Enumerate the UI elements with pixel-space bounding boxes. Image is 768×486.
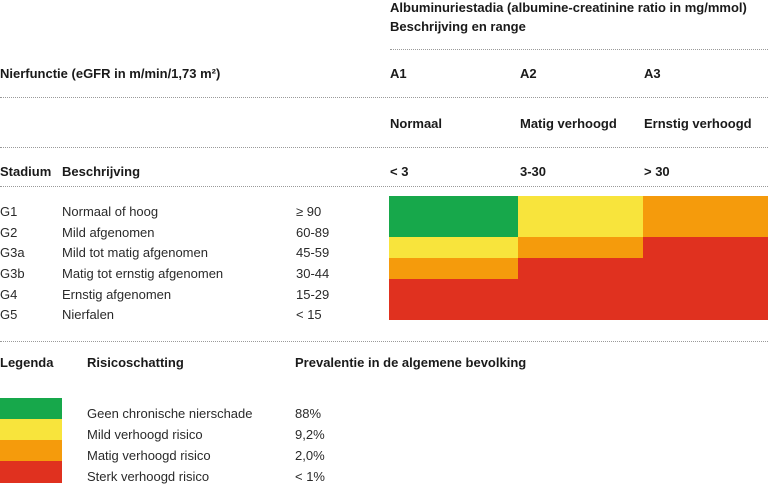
- legend-header: Risicoschatting: [87, 355, 184, 370]
- risk-cell: [518, 299, 643, 321]
- legend-label: Mild verhoogd risico: [87, 427, 203, 442]
- stage-description: Mild afgenomen: [62, 224, 155, 240]
- risk-cell: [518, 216, 643, 238]
- divider: [0, 147, 768, 148]
- stage-range: > 30: [644, 164, 670, 179]
- legend-title: Legenda: [0, 355, 54, 370]
- legend-prevalence: < 1%: [295, 469, 325, 484]
- egfr-range: < 15: [296, 307, 322, 323]
- stage-label: Normaal: [390, 116, 443, 131]
- egfr-range: ≥ 90: [296, 204, 322, 219]
- risk-cell: [643, 237, 768, 259]
- risk-cell: [643, 258, 768, 280]
- stage-range: 3-30: [520, 164, 547, 179]
- legend-swatch: [0, 419, 62, 441]
- legend-label: Sterk verhoogd risico: [87, 469, 210, 484]
- legend-header: Prevalentie in de algemene bevolking: [295, 355, 527, 370]
- stage-description: Ernstig afgenomen: [62, 286, 172, 302]
- stage-label: Matig verhoogd: [520, 116, 617, 131]
- risk-cell: [389, 258, 518, 280]
- risk-cell: [389, 216, 518, 238]
- stage-description: Nierfalen: [62, 307, 115, 323]
- risk-cell: [643, 278, 768, 300]
- risk-cell: [389, 299, 518, 321]
- egfr-range: 60-89: [296, 224, 330, 240]
- legend-swatch: [0, 398, 62, 420]
- stage-code: A2: [520, 66, 537, 81]
- divider: [0, 341, 768, 342]
- legend-prevalence: 2,0%: [295, 448, 325, 463]
- egfr-range: 30-44: [296, 266, 330, 281]
- legend-prevalence: 9,2%: [295, 427, 325, 442]
- stage-range: < 3: [390, 164, 409, 179]
- risk-cell: [643, 196, 768, 218]
- legend-swatch: [0, 461, 62, 483]
- egfr-range: 15-29: [296, 286, 330, 302]
- risk-cell: [389, 196, 518, 218]
- divider: [0, 186, 768, 187]
- stage: G4: [0, 286, 18, 302]
- risk-cell: [389, 237, 518, 259]
- stage: G3b: [0, 266, 25, 281]
- risk-cell: [518, 258, 643, 280]
- egfr-range: 45-59: [296, 245, 330, 261]
- legend-label: Geen chronische nierschade: [87, 406, 253, 421]
- divider: [0, 97, 768, 98]
- stage-description: Mild tot matig afgenomen: [62, 245, 208, 261]
- column-header: Stadium: [0, 164, 52, 179]
- stage-description: Normaal of hoog: [62, 204, 159, 219]
- stage-description: Matig tot ernstig afgenomen: [62, 266, 224, 281]
- risk-cell: [643, 216, 768, 238]
- legend-label: Matig verhoogd risico: [87, 448, 211, 463]
- column-group-subtitle: Beschrijving en range: [390, 19, 526, 34]
- legend-swatch: [0, 440, 62, 462]
- stage-code: A1: [390, 66, 407, 81]
- stage-label: Ernstig verhoogd: [644, 116, 752, 131]
- risk-cell: [389, 278, 518, 300]
- legend-prevalence: 88%: [295, 406, 322, 421]
- stage: G3a: [0, 245, 25, 261]
- divider: [390, 49, 768, 50]
- stage: G1: [0, 204, 18, 219]
- stage-code: A3: [644, 66, 661, 81]
- risk-cell: [518, 278, 643, 300]
- stage: G2: [0, 224, 18, 240]
- row-group-title: Nierfunctie (eGFR in m/min/1,73 m²): [0, 66, 221, 81]
- risk-cell: [518, 237, 643, 259]
- column-group-title: Albuminuriestadia (albumine-creatinine r…: [390, 0, 747, 15]
- risk-cell: [518, 196, 643, 218]
- risk-cell: [643, 299, 768, 321]
- column-header: Beschrijving: [62, 164, 141, 179]
- stage: G5: [0, 307, 18, 323]
